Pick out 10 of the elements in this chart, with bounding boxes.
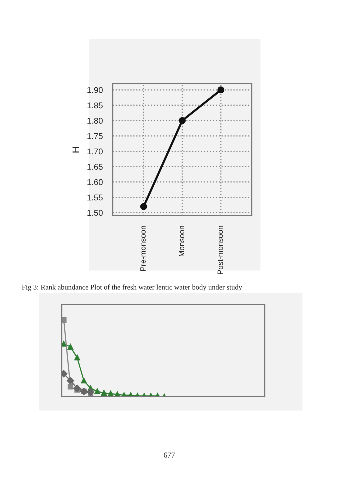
y-tick-label: 1.65 <box>88 164 103 170</box>
y-axis-title: H <box>72 147 80 153</box>
y-tick-label: 1.80 <box>88 118 103 124</box>
y-tick-label: 1.55 <box>88 194 103 201</box>
y-tick-label: 1.60 <box>88 179 103 186</box>
y-tick-label: 1.90 <box>88 87 103 94</box>
y-tick-label: 1.70 <box>88 148 103 155</box>
y-tick-label: 1.50 <box>88 210 103 216</box>
y-tick-label: 1.75 <box>88 133 103 140</box>
y-tick-label: 1.85 <box>88 102 103 109</box>
